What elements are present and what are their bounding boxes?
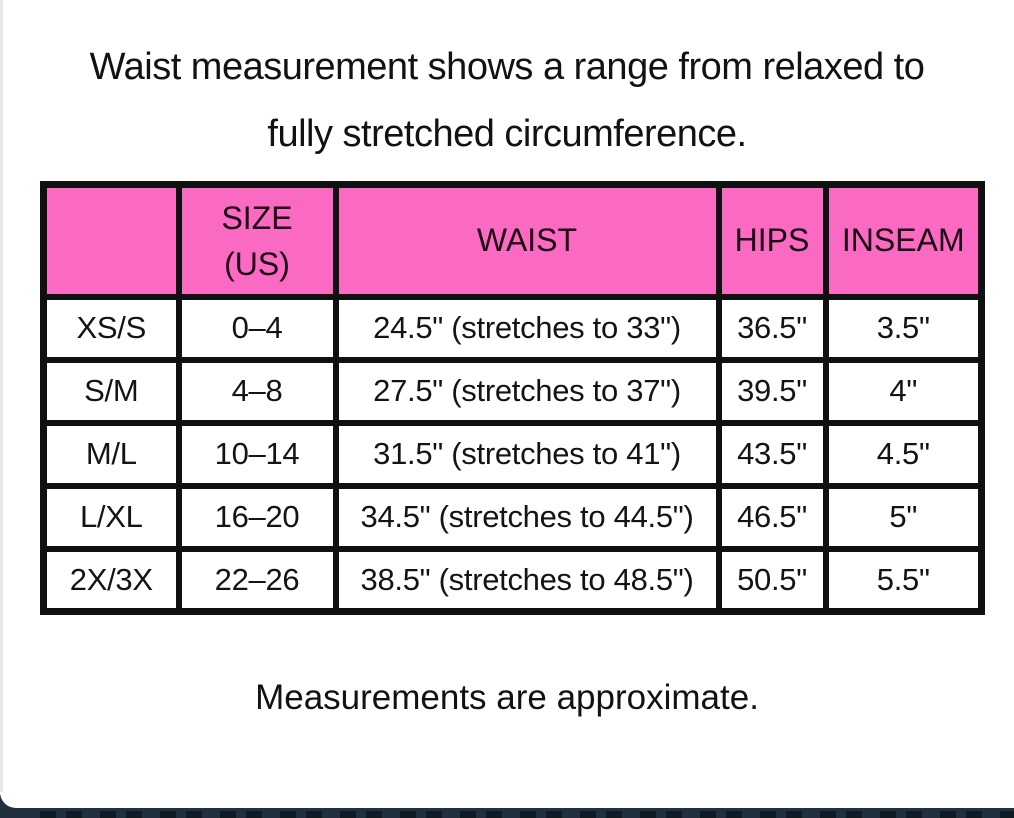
title-line-2: fully stretched circumference. <box>267 113 747 155</box>
header-cell-waist: WAIST <box>332 181 722 300</box>
table-row-2x-3x: 2X/3X 22–26 38.5" (stretches to 48.5") 5… <box>40 545 985 615</box>
table-row-m-l: M/L 10–14 31.5" (stretches to 41") 43.5"… <box>40 419 985 489</box>
table-row-xs-s: XS/S 0–4 24.5" (stretches to 33") 36.5" … <box>40 293 985 363</box>
waist-measurement-cell: 34.5" (stretches to 44.5") <box>332 482 722 552</box>
waist-measurement-cell: 24.5" (stretches to 33") <box>332 293 722 363</box>
cutoff-text-tops <box>40 811 1014 818</box>
waist-measurement-cell: 31.5" (stretches to 41") <box>332 419 722 489</box>
row-label-cell: M/L <box>40 419 182 489</box>
header-size-line2: (US) <box>224 245 290 282</box>
hips-cell: 39.5" <box>715 356 829 426</box>
left-edge-line <box>0 0 3 806</box>
waist-measurement-cell: 38.5" (stretches to 48.5") <box>332 545 722 615</box>
size-range-cell: 16–20 <box>175 482 339 552</box>
card-rounded-corner <box>0 792 19 808</box>
hips-cell: 46.5" <box>715 482 829 552</box>
table-row-s-m: S/M 4–8 27.5" (stretches to 37") 39.5" 4… <box>40 356 985 426</box>
row-label-cell: L/XL <box>40 482 182 552</box>
hips-cell: 50.5" <box>715 545 829 615</box>
table-row-l-xl: L/XL 16–20 34.5" (stretches to 44.5") 46… <box>40 482 985 552</box>
footer-note: Measurements are approximate. <box>255 678 759 717</box>
hips-cell: 43.5" <box>715 419 829 489</box>
header-cell-inseam: INSEAM <box>822 181 985 300</box>
inseam-cell: 4" <box>822 356 985 426</box>
size-range-cell: 4–8 <box>175 356 339 426</box>
header-row: SIZE (US) WAIST HIPS INSEAM <box>40 181 985 300</box>
header-size-line1: SIZE <box>221 199 293 236</box>
inseam-cell: 5" <box>822 482 985 552</box>
hips-cell: 36.5" <box>715 293 829 363</box>
title-line-1: Waist measurement shows a range from rel… <box>89 46 925 88</box>
page-title: Waist measurement shows a range from rel… <box>0 34 1014 168</box>
inseam-cell: 4.5" <box>822 419 985 489</box>
size-range-cell: 22–26 <box>175 545 339 615</box>
waist-measurement-cell: 27.5" (stretches to 37") <box>332 356 722 426</box>
header-cell-blank <box>40 181 182 300</box>
size-range-cell: 0–4 <box>175 293 339 363</box>
row-label-cell: S/M <box>40 356 182 426</box>
row-label-cell: 2X/3X <box>40 545 182 615</box>
inseam-cell: 5.5" <box>822 545 985 615</box>
inseam-cell: 3.5" <box>822 293 985 363</box>
header-cell-hips: HIPS <box>715 181 829 300</box>
bottom-cutoff-bar <box>0 808 1014 818</box>
size-range-cell: 10–14 <box>175 419 339 489</box>
row-label-cell: XS/S <box>40 293 182 363</box>
header-cell-size: SIZE (US) <box>175 181 339 300</box>
size-chart-table: SIZE (US) WAIST HIPS INSEAM XS/S 0–4 24.… <box>40 181 985 615</box>
